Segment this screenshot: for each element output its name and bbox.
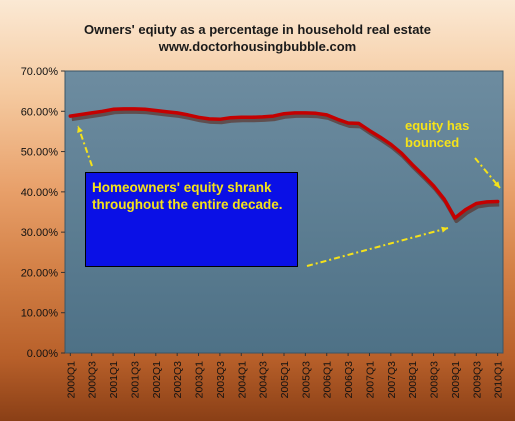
x-tick-label: 2005Q1 (279, 361, 291, 399)
data-point (389, 143, 393, 146)
y-axis: 0.00% 10.00% 20.00% 30.00% 40.00% 50.00% 60.00… (21, 66, 65, 360)
annotation-arrows (77, 125, 501, 267)
x-tick-label: 2009Q1 (450, 361, 462, 399)
data-point (122, 107, 125, 111)
x-tick-label: 2003Q3 (215, 361, 227, 399)
data-point (485, 200, 489, 204)
arrow-to-start-head (77, 126, 83, 133)
data-point (443, 197, 446, 201)
data-point (250, 116, 254, 119)
x-tick-label: 2002Q3 (172, 361, 184, 399)
data-point (111, 108, 115, 111)
data-point (464, 208, 467, 211)
arrow-to-bounce-head (493, 181, 500, 188)
x-axis: 2000Q1 2000Q3 2001Q1 2001Q3 2002Q1 2002Q3 2003… (65, 353, 505, 399)
data-point (154, 109, 158, 112)
data-point (165, 110, 168, 113)
y-tick-label: 40.00% (21, 187, 59, 199)
data-point (314, 112, 318, 115)
data-point (240, 116, 243, 119)
data-point (475, 202, 478, 205)
data-point (293, 111, 296, 115)
x-tick-label: 2008Q1 (407, 361, 419, 399)
y-tick-label: 70.00% (21, 66, 59, 78)
y-tick-label: 20.00% (21, 267, 59, 279)
data-point (453, 216, 457, 220)
x-tick-label: 2002Q1 (151, 361, 163, 399)
data-point (346, 121, 350, 125)
data-point (272, 114, 275, 118)
data-point (304, 111, 307, 115)
x-tick-label: 2000Q1 (65, 361, 77, 399)
x-tick-label: 2001Q1 (108, 361, 120, 399)
data-point (378, 135, 382, 139)
data-point (208, 117, 211, 121)
x-tick-label: 2004Q1 (236, 361, 248, 399)
data-point (410, 163, 414, 166)
data-point (432, 184, 435, 188)
arrow-to-bottom (306, 227, 449, 267)
data-point (197, 116, 200, 119)
data-point (186, 113, 190, 117)
x-tick-label: 2005Q3 (300, 361, 312, 399)
x-tick-label: 2004Q3 (258, 361, 270, 399)
data-point (133, 107, 136, 111)
x-tick-label: 2009Q3 (471, 361, 483, 399)
data-point (282, 112, 286, 115)
data-point (357, 122, 360, 125)
x-tick-label: 2006Q3 (343, 361, 355, 399)
y-tick-label: 50.00% (21, 147, 59, 159)
data-point (496, 200, 499, 203)
x-tick-label: 2008Q3 (429, 361, 441, 399)
annotation-equity-bounced: equity has bounced (405, 118, 470, 150)
x-tick-label: 2001Q3 (129, 361, 141, 399)
x-tick-label: 2010Q1 (493, 361, 505, 399)
data-point (79, 113, 83, 116)
chart-title: Owners' eqiuty as a percentage in househ… (84, 22, 431, 37)
data-point (421, 173, 425, 177)
y-tick-label: 0.00% (27, 348, 58, 360)
data-point (336, 118, 339, 121)
annotation-box: Homeowners' equity shrank throughout the… (85, 172, 298, 267)
data-point (101, 110, 104, 113)
x-tick-label: 2006Q1 (322, 361, 334, 399)
annotation-box-text: Homeowners' equity shrank throughout the… (92, 180, 283, 212)
data-point (90, 111, 93, 115)
y-tick-label: 60.00% (21, 106, 59, 118)
data-point (368, 129, 371, 132)
data-point (175, 111, 179, 115)
data-point (69, 114, 72, 118)
x-tick-label: 2007Q1 (364, 361, 376, 399)
chart-subtitle: www.doctorhousingbubble.com (158, 39, 357, 54)
arrow-to-bounce (474, 157, 501, 189)
x-tick-label: 2007Q3 (386, 361, 398, 399)
data-point (325, 113, 328, 117)
data-point (218, 118, 222, 121)
x-tick-label: 2003Q1 (194, 361, 206, 399)
x-tick-label: 2000Q3 (87, 361, 99, 399)
data-point (229, 116, 232, 119)
data-point (261, 115, 264, 119)
data-point (143, 108, 147, 111)
series-group (68, 107, 500, 223)
data-point (400, 151, 403, 155)
y-tick-label: 10.00% (21, 308, 59, 320)
arrow-to-bottom-head (441, 226, 448, 233)
y-tick-label: 30.00% (21, 227, 59, 239)
